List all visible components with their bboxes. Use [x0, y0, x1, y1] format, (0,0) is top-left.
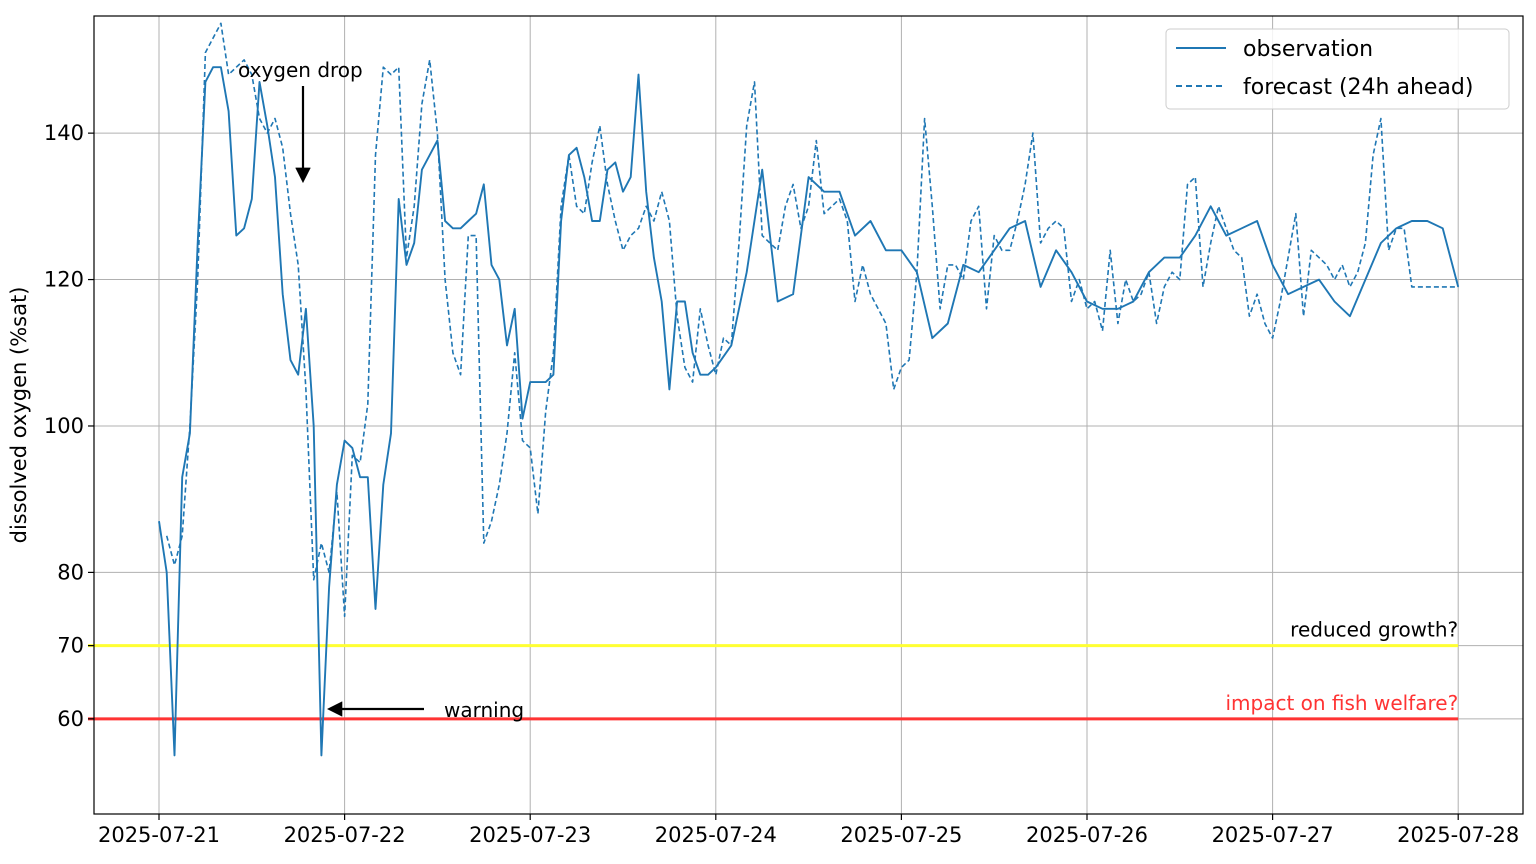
legend-label-forecast: forecast (24h ahead) [1243, 75, 1473, 100]
y-tick-label: 140 [44, 121, 84, 145]
legend: observation forecast (24h ahead) [1165, 28, 1510, 110]
legend-label-observation: observation [1243, 37, 1373, 62]
annotation-oxygen-drop: oxygen drop [238, 58, 363, 82]
y-tick-label: 70 [57, 634, 84, 658]
y-axis: 60 70 80 100 120 140 [44, 121, 94, 731]
y-tick-label: 60 [57, 707, 84, 731]
x-tick-label: 2025-07-22 [284, 823, 406, 847]
plot-background [94, 16, 1523, 814]
plot-frame [93, 15, 1524, 815]
x-tick-label: 2025-07-27 [1212, 823, 1334, 847]
series-layer [158, 22, 1460, 757]
x-tick-label: 2025-07-28 [1397, 823, 1519, 847]
x-tick-label: 2025-07-25 [840, 823, 962, 847]
x-tick-label: 2025-07-23 [469, 823, 591, 847]
y-tick-label: 80 [57, 560, 84, 584]
x-tick-label: 2025-07-24 [655, 823, 777, 847]
x-axis: 2025-07-21 2025-07-22 2025-07-23 2025-07-24… [98, 814, 1519, 847]
annotations: oxygen drop warning [238, 58, 524, 722]
reference-lines: reduced growth? impact on fish welfare? [88, 618, 1459, 721]
x-tick-label: 2025-07-21 [98, 823, 220, 847]
reference-label-60: impact on fish welfare? [1225, 691, 1458, 715]
legend-box [1165, 28, 1510, 110]
y-axis-title: dissolved oxygen (%sat) [7, 287, 31, 544]
y-tick-label: 100 [44, 414, 84, 438]
y-tick-label: 120 [44, 268, 84, 292]
annotation-warning: warning [444, 698, 524, 722]
series-line-forecast [165, 22, 1459, 618]
x-tick-label: 2025-07-26 [1026, 823, 1148, 847]
reference-label-70: reduced growth? [1290, 618, 1458, 642]
